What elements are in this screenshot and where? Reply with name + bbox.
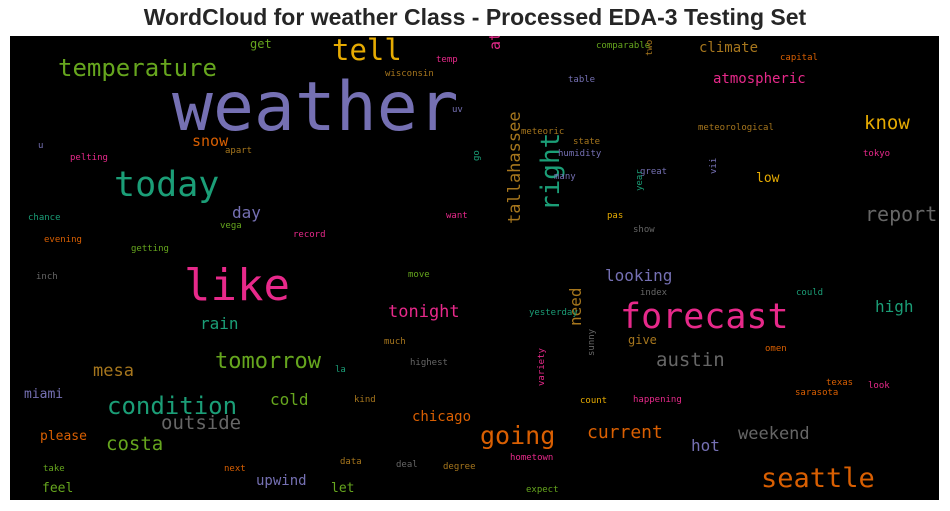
word-atlanta: atlanta [486, 36, 504, 50]
word-sarasota: sarasota [795, 388, 839, 398]
word-chicago: chicago [412, 409, 472, 425]
word-deal: deal [396, 460, 418, 470]
word-sunny: sunny [587, 328, 597, 356]
word-like: like [184, 260, 290, 311]
word-table: table [568, 75, 596, 85]
word-temperature: temperature [58, 54, 217, 82]
word-yesterday: yesterday [529, 308, 578, 318]
word-inch: inch [36, 272, 58, 282]
word-upwind: upwind [256, 473, 307, 489]
word-u: u [38, 141, 44, 151]
word-apart: apart [225, 146, 253, 156]
word-go: go [472, 150, 482, 161]
word-many: many [554, 172, 576, 182]
word-comparable: comparable [596, 41, 651, 51]
word-data: data [340, 457, 362, 467]
word-tokyo: tokyo [863, 149, 891, 159]
word-know: know [864, 112, 910, 134]
word-count: count [580, 396, 608, 406]
word-going: going [480, 421, 556, 450]
word-today: today [114, 165, 220, 205]
word-variety: variety [537, 348, 547, 386]
word-report: report [865, 202, 938, 226]
word-hot: hot [691, 436, 720, 455]
word-next: next [224, 464, 246, 474]
word-highest: highest [410, 358, 448, 368]
word-year: year [635, 169, 645, 191]
word-two: two [645, 39, 655, 56]
word-tell: tell [332, 36, 402, 67]
word-could: could [796, 288, 824, 298]
word-omen: omen [765, 344, 787, 354]
word-uv: uv [452, 105, 463, 115]
word-low: low [756, 171, 780, 186]
word-seattle: seattle [761, 463, 875, 494]
word-current: current [587, 422, 663, 443]
word-need: need [566, 287, 585, 326]
word-cold: cold [270, 390, 309, 409]
word-austin: austin [656, 349, 725, 371]
word-forecast: forecast [620, 297, 789, 337]
word-snow: snow [192, 132, 229, 150]
word-tomorrow: tomorrow [215, 349, 321, 374]
word-day: day [232, 203, 261, 222]
word-degree: degree [443, 462, 476, 472]
word-pas: pas [607, 211, 624, 221]
word-mesa: mesa [93, 361, 134, 381]
word-chance: chance [28, 213, 61, 223]
word-please: please [40, 429, 87, 444]
word-vii: vii [709, 157, 719, 174]
word-condition: condition [107, 392, 238, 420]
word-pelting: pelting [70, 153, 108, 163]
word-happening: happening [633, 395, 682, 405]
word-capital: capital [780, 53, 818, 63]
word-meteorological: meteorological [698, 123, 774, 133]
word-much: much [384, 337, 406, 347]
word-costa: costa [106, 433, 164, 455]
word-tonight: tonight [388, 302, 460, 322]
word-expect: expect [526, 485, 559, 495]
word-hometown: hometown [510, 453, 554, 463]
word-humidity: humidity [558, 149, 602, 159]
word-state: state [573, 137, 601, 147]
word-rain: rain [200, 314, 239, 333]
word-weather: weather [172, 68, 459, 147]
word-record: record [293, 230, 326, 240]
word-want: want [446, 211, 468, 221]
word-great: great [640, 167, 668, 177]
word-atmospheric: atmospheric [713, 71, 806, 87]
word-temp: temp [436, 55, 458, 65]
word-high: high [875, 297, 914, 316]
wordcloud-canvas: weather like forecast today tell seattle tempe… [10, 36, 939, 500]
word-kind: kind [354, 395, 376, 405]
word-feel: feel [42, 481, 74, 496]
word-outside: outside [161, 412, 242, 434]
word-let: let [331, 481, 355, 496]
word-miami: miami [24, 387, 64, 402]
word-texas: texas [826, 378, 854, 388]
chart-title: WordCloud for weather Class - Processed … [143, 4, 807, 30]
word-give: give [628, 333, 657, 347]
word-look: look [868, 381, 890, 391]
word-wisconsin: wisconsin [385, 69, 434, 79]
word-weekend: weekend [738, 424, 810, 444]
word-index: index [640, 288, 668, 298]
word-move: move [408, 270, 430, 280]
word-show: show [633, 225, 655, 235]
word-looking: looking [605, 266, 673, 285]
word-getting: getting [131, 244, 169, 254]
word-meteoric: meteoric [521, 127, 565, 137]
word-vega: vega [220, 221, 242, 231]
word-take: take [43, 464, 65, 474]
word-la: la [335, 365, 346, 375]
word-evening: evening [44, 235, 82, 245]
word-get: get [250, 37, 272, 51]
word-climate: climate [699, 40, 759, 56]
